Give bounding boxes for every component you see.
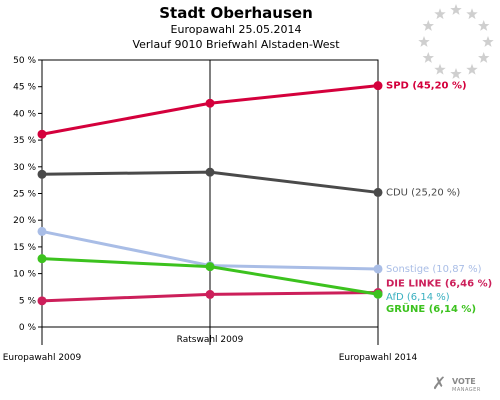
data-point [205,262,215,272]
series-label: DIE LINKE (6,46 %) [386,279,492,290]
y-tick-label: 25 % [13,190,36,200]
series-label: GRÜNE (6,14 %) [386,301,476,315]
eu-stars-icon [418,4,494,79]
data-point [205,98,215,108]
eu-star [418,36,430,47]
eu-star [422,20,434,31]
series-label: AfD (6,14 %) [386,292,450,303]
eu-star [450,4,462,15]
y-tick-label: 20 % [13,216,36,226]
eu-star [482,36,494,47]
data-point [37,169,47,179]
y-tick-label: 5 % [19,296,37,306]
chart-subtitle-2: Verlauf 9010 Briefwahl Alstaden-West [132,38,340,51]
y-tick-label: 50 % [13,56,36,66]
data-point [37,296,47,306]
vote-manager-logo-mark: ✗ [432,374,446,394]
series-labels: SPD (45,20 %) CDU (25,20 %) Sonstige (10,8… [386,81,492,316]
data-point [373,264,383,274]
eu-star [466,63,478,75]
x-tick-label: Ratswahl 2009 [177,335,244,345]
y-tick-label: 15 % [13,243,36,253]
data-point [373,289,383,299]
data-point [37,254,47,264]
vote-manager-logo: ✗ VOTE MANAGER [432,374,481,394]
eu-star [466,8,478,20]
y-tick-label: 10 % [13,270,36,280]
data-point [37,129,47,139]
vote-manager-logo-sub: MANAGER [452,387,481,393]
chart-subtitle-1: Europawahl 25.05.2014 [171,23,302,36]
series-label: CDU (25,20 %) [386,187,460,198]
y-tick-label: 0 % [19,323,37,333]
x-tick-label: Europawahl 2014 [339,353,418,363]
data-point [37,226,47,236]
eu-star [478,20,490,31]
y-axis: 0 % 5 % 10 % 15 % 20 % 25 % 30 % 35 % 40 % 45 % 50… [13,56,42,333]
series-lines [37,81,383,306]
data-point [205,167,215,177]
y-tick-label: 40 % [13,109,36,119]
chart-title: Stadt Oberhausen [159,4,313,22]
data-point [373,81,383,91]
series-label: SPD (45,20 %) [386,81,467,92]
vote-manager-logo-name: VOTE [452,377,476,386]
y-tick-label: 30 % [13,163,36,173]
series-label: Sonstige (10,87 %) [386,264,482,275]
eu-star [434,63,446,75]
y-tick-label: 35 % [13,136,36,146]
data-point [373,187,383,197]
eu-star [434,8,446,20]
eu-star [422,52,434,63]
data-point [205,289,215,299]
x-tick-label: Europawahl 2009 [3,353,82,363]
eu-star [450,68,462,79]
eu-star [478,52,490,63]
y-tick-label: 45 % [13,83,36,93]
